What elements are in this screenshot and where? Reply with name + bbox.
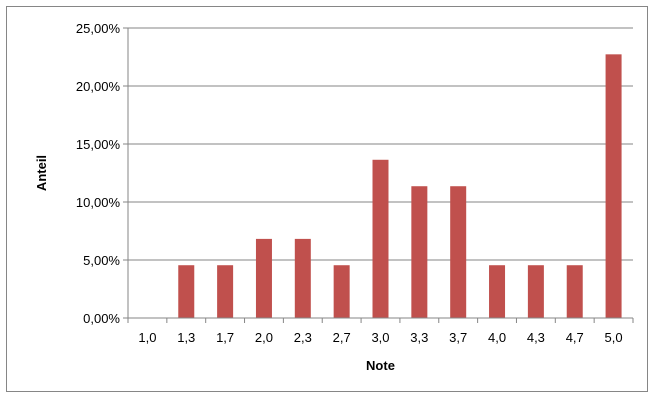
y-tick-label: 15,00% xyxy=(76,137,121,152)
bar xyxy=(294,238,311,318)
bar xyxy=(217,265,234,318)
bar xyxy=(411,186,428,318)
bar xyxy=(255,238,272,318)
x-axis-title: Note xyxy=(366,358,395,373)
bar xyxy=(566,265,583,318)
bars xyxy=(178,54,622,318)
x-tick-label: 5,0 xyxy=(605,330,623,345)
x-tick-label: 2,3 xyxy=(294,330,312,345)
y-tick-label: 0,00% xyxy=(83,311,120,326)
x-tick-label: 1,0 xyxy=(138,330,156,345)
axes xyxy=(123,27,634,323)
chart-frame xyxy=(6,6,648,392)
y-tick-label: 5,00% xyxy=(83,253,120,268)
x-tick-label: 2,0 xyxy=(255,330,273,345)
x-tick-label: 3,3 xyxy=(410,330,428,345)
bar xyxy=(333,265,350,318)
x-tick-label: 3,0 xyxy=(371,330,389,345)
x-tick-label: 1,7 xyxy=(216,330,234,345)
bar xyxy=(489,265,506,318)
bar xyxy=(178,265,195,318)
x-tick-labels: 1,0 1,3 1,7 2,0 2,3 2,7 3,0 3,3 3,7 4,0 4,3 4,7 5,0 xyxy=(138,330,622,345)
bar xyxy=(527,265,544,318)
bar xyxy=(450,186,467,318)
x-tick-label: 1,3 xyxy=(177,330,195,345)
x-tick-label: 4,7 xyxy=(566,330,584,345)
bar xyxy=(605,54,622,318)
x-tick-label: 2,7 xyxy=(333,330,351,345)
x-tick-label: 4,3 xyxy=(527,330,545,345)
x-tick-label: 4,0 xyxy=(488,330,506,345)
y-tick-label: 25,00% xyxy=(76,21,121,36)
x-tick-label: 3,7 xyxy=(449,330,467,345)
y-tick-label: 20,00% xyxy=(76,79,121,94)
y-tick-labels: 0,00% 5,00% 10,00% 15,00% 20,00% 25,00% xyxy=(76,21,121,326)
y-axis-title: Anteil xyxy=(34,155,49,191)
bar xyxy=(372,159,389,318)
y-tick-label: 10,00% xyxy=(76,195,121,210)
